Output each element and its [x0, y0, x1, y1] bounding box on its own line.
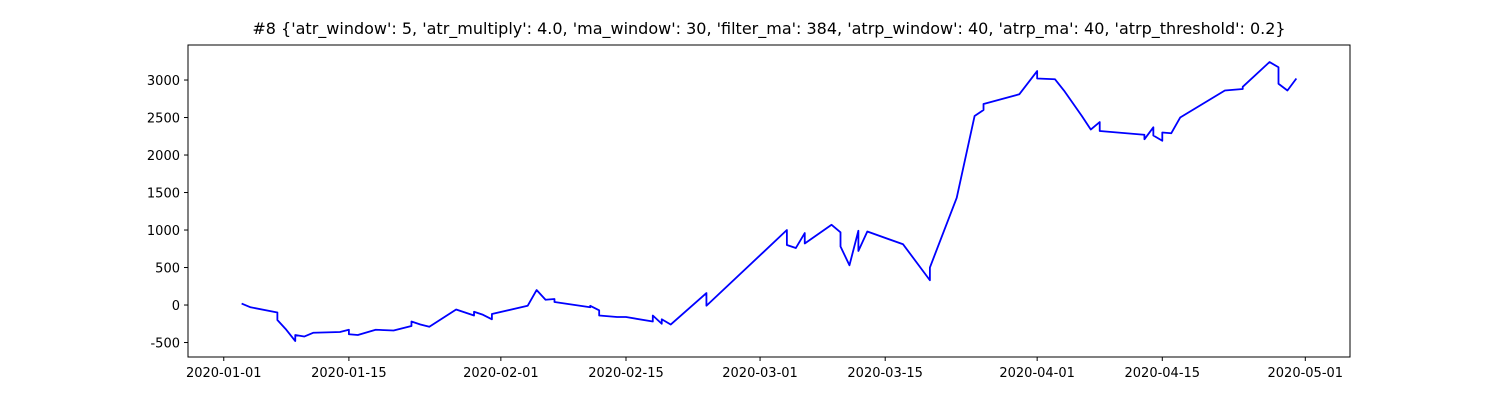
x-tick-label: 2020-03-01 [722, 366, 798, 381]
y-tick-label: -500 [150, 337, 180, 352]
x-tick-label: 2020-01-01 [186, 366, 262, 381]
x-tick-label: 2020-02-01 [463, 366, 539, 381]
y-tick-label: 1500 [147, 187, 180, 202]
y-tick-label: 1000 [147, 224, 180, 239]
line [241, 61, 1298, 342]
y-tick-label: 0 [172, 299, 180, 314]
x-tick-label: 2020-02-15 [588, 366, 664, 381]
x-tick-label: 2020-03-15 [847, 366, 923, 381]
y-tick-label: 3000 [147, 74, 180, 89]
y-tick-label: 500 [155, 262, 180, 277]
y-tick-label: 2500 [147, 112, 180, 127]
plot-frame [187, 44, 1351, 358]
x-tick-label: 2020-04-01 [999, 366, 1075, 381]
x-tick-label: 2020-05-01 [1268, 366, 1344, 381]
chart-title: #8 {'atr_window': 5, 'atr_multiply': 4.0… [252, 19, 1285, 39]
x-tick-label: 2020-04-15 [1125, 366, 1201, 381]
x-tick-label: 2020-01-15 [311, 366, 387, 381]
y-tick-label: 2000 [147, 149, 180, 164]
